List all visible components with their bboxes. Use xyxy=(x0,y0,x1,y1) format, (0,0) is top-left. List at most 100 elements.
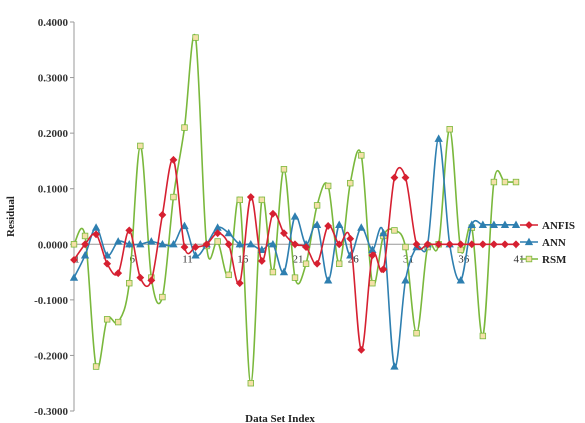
data-point-ann xyxy=(158,239,167,248)
x-tick-label: 21 xyxy=(293,253,304,265)
data-point-anfis xyxy=(390,173,399,182)
data-point-rsm xyxy=(490,178,498,186)
data-point-rsm xyxy=(391,227,398,234)
y-axis-title: Residual xyxy=(5,196,17,237)
data-point-rsm xyxy=(92,363,100,370)
data-point-anfis xyxy=(70,255,78,264)
data-point-rsm xyxy=(247,380,254,387)
data-point-ann xyxy=(335,220,344,228)
y-tick-label: -0.1000 xyxy=(34,295,68,307)
legend-item-ann: ANN xyxy=(520,237,566,249)
data-point-ann xyxy=(224,228,233,237)
legend-item-rsm: RSM xyxy=(520,254,567,266)
data-point-ann xyxy=(279,267,289,276)
data-point-ann xyxy=(114,237,123,245)
data-point-rsm xyxy=(103,316,111,323)
data-point-anfis xyxy=(467,240,476,249)
data-point-ann xyxy=(401,276,410,284)
data-point-rsm xyxy=(70,241,78,248)
data-point-anfis xyxy=(202,240,211,249)
data-point-anfis xyxy=(280,229,288,238)
data-point-anfis xyxy=(92,230,101,239)
data-point-rsm xyxy=(369,279,376,287)
data-point-rsm xyxy=(501,178,509,186)
data-point-rsm xyxy=(347,179,354,187)
data-point-ann xyxy=(456,276,465,284)
data-point-ann xyxy=(191,251,200,259)
data-point-anfis xyxy=(291,240,299,249)
data-point-ann xyxy=(180,221,189,230)
data-point-anfis xyxy=(158,210,167,219)
x-tick-label: 11 xyxy=(182,253,193,265)
data-point-anfis xyxy=(169,155,178,164)
y-tick-labels: 0.4000 0.3000 0.2000 0.1000 0.0000 -0.1000 -0.… xyxy=(34,17,74,418)
data-point-anfis xyxy=(512,240,520,249)
data-point-rsm xyxy=(81,232,89,240)
data-point-ann xyxy=(434,134,443,142)
data-point-ann xyxy=(136,239,145,248)
data-point-ann xyxy=(478,220,487,228)
data-point-anfis xyxy=(313,259,322,268)
y-tick-label: 0.0000 xyxy=(38,239,69,251)
data-point-ann xyxy=(235,239,244,248)
data-point-ann xyxy=(91,223,101,231)
data-point-ann xyxy=(390,362,399,370)
data-point-rsm xyxy=(413,329,420,337)
data-point-rsm xyxy=(236,196,243,204)
legend: ANFIS ANN RSM xyxy=(520,220,575,266)
legend-swatch-marker xyxy=(525,255,533,263)
data-point-ann xyxy=(290,212,300,220)
series-lines xyxy=(69,33,521,387)
data-point-anfis xyxy=(401,173,410,182)
x-tick-label: 36 xyxy=(458,253,470,265)
data-point-ann xyxy=(69,273,79,281)
data-point-rsm xyxy=(225,271,232,279)
data-point-rsm xyxy=(159,293,166,301)
data-point-anfis xyxy=(379,265,388,274)
legend-swatch-marker xyxy=(525,221,533,229)
series-line-rsm xyxy=(73,33,516,385)
data-point-rsm xyxy=(137,142,144,150)
series-anfis xyxy=(70,155,520,354)
legend-swatch-marker xyxy=(524,237,534,246)
data-point-rsm xyxy=(280,166,288,173)
x-tick-label: 26 xyxy=(348,253,360,265)
data-point-anfis xyxy=(501,240,509,249)
data-point-ann xyxy=(324,276,333,284)
data-point-ann xyxy=(80,251,90,259)
data-point-ann xyxy=(125,239,134,248)
y-tick-label: 0.2000 xyxy=(38,128,69,140)
data-point-anfis xyxy=(180,243,189,251)
data-point-rsm xyxy=(479,332,487,340)
data-point-rsm xyxy=(115,318,122,326)
data-point-anfis xyxy=(445,240,454,249)
data-point-anfis xyxy=(224,240,233,249)
data-point-ann xyxy=(379,228,388,237)
data-point-anfis xyxy=(346,234,355,243)
data-point-rsm xyxy=(313,202,321,209)
data-point-ann xyxy=(268,239,278,248)
data-point-anfis xyxy=(423,240,432,249)
data-point-rsm xyxy=(214,238,221,245)
series-rsm xyxy=(70,33,520,387)
y-tick-label: 0.1000 xyxy=(38,184,69,196)
data-point-rsm xyxy=(181,124,188,131)
data-point-anfis xyxy=(478,240,487,249)
data-point-anfis xyxy=(235,279,244,288)
data-point-anfis xyxy=(103,259,112,268)
data-point-anfis xyxy=(434,240,443,249)
data-point-rsm xyxy=(170,193,177,201)
legend-label: RSM xyxy=(542,254,567,266)
data-point-anfis xyxy=(246,193,255,201)
data-point-anfis xyxy=(257,257,266,265)
data-point-anfis xyxy=(191,243,200,251)
series-ann xyxy=(69,134,521,370)
data-point-ann xyxy=(500,220,510,228)
x-tick-label: 41 xyxy=(514,253,525,265)
data-point-anfis xyxy=(81,240,89,249)
data-point-rsm xyxy=(192,34,199,41)
data-point-ann xyxy=(246,239,255,248)
data-point-anfis xyxy=(357,345,366,354)
y-tick-label: 0.4000 xyxy=(38,17,69,29)
data-point-anfis xyxy=(456,240,465,249)
